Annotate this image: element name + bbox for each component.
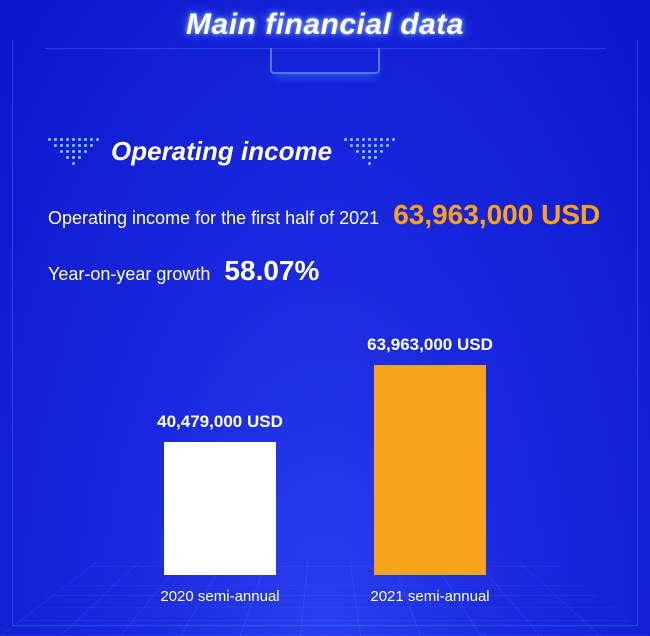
bar-group: 63,963,000 USD xyxy=(365,335,495,575)
stat-line-1: Operating income for the first half of 2… xyxy=(48,199,602,231)
section-operating-income: Operating income Operating income for th… xyxy=(0,74,650,613)
stat-line-2-value: 58.07% xyxy=(224,255,319,287)
section-heading: Operating income xyxy=(111,136,332,167)
bar xyxy=(374,365,486,575)
bar xyxy=(164,442,276,575)
stat-line-1-label: Operating income for the first half of 2… xyxy=(48,208,379,229)
bar-value-label: 40,479,000 USD xyxy=(157,412,283,432)
bar-category-label: 2021 semi-annual xyxy=(365,588,495,605)
stat-line-2-label: Year-on-year growth xyxy=(48,264,210,285)
dots-arrow-right-icon xyxy=(344,138,395,165)
content-root: Main financial data Operating income xyxy=(0,0,650,636)
section-heading-row: Operating income xyxy=(48,136,602,167)
stat-line-1-value: 63,963,000 USD xyxy=(393,199,600,231)
bar-value-label: 63,963,000 USD xyxy=(367,335,493,355)
stat-line-2: Year-on-year growth 58.07% xyxy=(48,255,602,287)
bar-group: 40,479,000 USD xyxy=(155,412,285,575)
page-title: Main financial data xyxy=(0,0,650,42)
bar-category-label: 2020 semi-annual xyxy=(155,588,285,605)
bar-chart: 40,479,000 USD 63,963,000 USD 2020 semi-a… xyxy=(115,323,535,613)
title-underline xyxy=(165,48,485,74)
dots-arrow-left-icon xyxy=(48,138,99,165)
